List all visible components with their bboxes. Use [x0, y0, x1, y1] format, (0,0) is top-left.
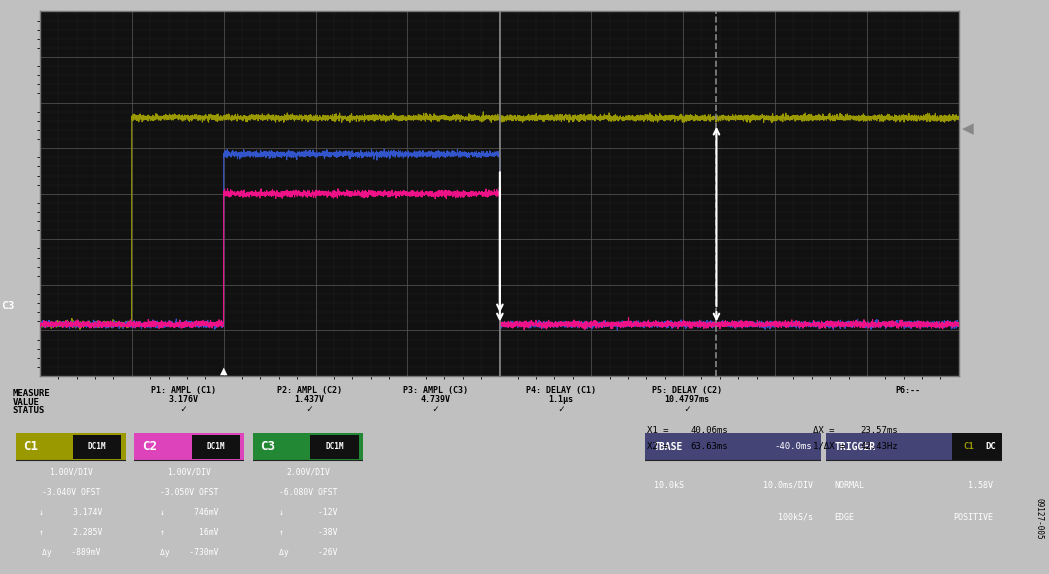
Text: ΔX =: ΔX = [813, 426, 834, 435]
Text: MEASURE: MEASURE [13, 389, 50, 398]
FancyBboxPatch shape [645, 433, 821, 460]
Text: C2: C2 [142, 440, 157, 453]
Text: 2.00V/DIV: 2.00V/DIV [286, 468, 329, 476]
Text: P1: AMPL (C1): P1: AMPL (C1) [151, 386, 216, 395]
FancyBboxPatch shape [952, 433, 1002, 460]
Text: 1.1μs: 1.1μs [549, 395, 574, 404]
Text: -40.0ms: -40.0ms [775, 443, 813, 451]
FancyBboxPatch shape [16, 433, 126, 460]
Text: NORMAL: NORMAL [834, 480, 864, 490]
Text: 4.739V: 4.739V [421, 395, 450, 404]
Text: DC: DC [985, 443, 996, 451]
Text: 40.06ms: 40.06ms [690, 426, 728, 435]
Text: ↑       -38V: ↑ -38V [279, 528, 337, 537]
Text: DC1M: DC1M [207, 443, 226, 451]
Text: ↓       -12V: ↓ -12V [279, 507, 337, 517]
Text: Δy    -889mV: Δy -889mV [42, 548, 100, 557]
FancyBboxPatch shape [73, 435, 122, 459]
Text: ✓: ✓ [180, 404, 187, 414]
Text: 10.0ms/DIV: 10.0ms/DIV [763, 480, 813, 490]
Text: 1.437V: 1.437V [295, 395, 324, 404]
Text: ↑      2.285V: ↑ 2.285V [39, 528, 103, 537]
Text: TBASE: TBASE [654, 442, 683, 452]
Text: 10.0kS: 10.0kS [654, 480, 684, 490]
Text: ↑       16mV: ↑ 16mV [160, 528, 218, 537]
FancyBboxPatch shape [311, 435, 359, 459]
Text: -6.080V OFST: -6.080V OFST [279, 488, 337, 497]
Text: 09127-005: 09127-005 [1034, 498, 1043, 540]
Text: 23.57ms: 23.57ms [860, 426, 898, 435]
Text: DC1M: DC1M [88, 443, 107, 451]
Text: VALUE: VALUE [13, 398, 40, 406]
Text: C1: C1 [964, 443, 975, 451]
Text: ▲: ▲ [220, 366, 228, 376]
Text: 1.58V: 1.58V [968, 480, 993, 490]
Text: ✓: ✓ [558, 404, 564, 414]
Text: ↓      3.174V: ↓ 3.174V [39, 507, 103, 517]
Text: 3.176V: 3.176V [169, 395, 198, 404]
Text: X2 =: X2 = [647, 442, 668, 451]
FancyBboxPatch shape [134, 433, 244, 460]
Text: X1 =: X1 = [647, 426, 668, 435]
Text: P2: AMPL (C2): P2: AMPL (C2) [277, 386, 342, 395]
Text: ↓      746mV: ↓ 746mV [160, 507, 218, 517]
Text: 1/ΔX =: 1/ΔX = [813, 442, 845, 451]
Text: Δy      -26V: Δy -26V [279, 548, 337, 557]
Text: P4: DELAY (C1): P4: DELAY (C1) [527, 386, 596, 395]
Text: ✓: ✓ [432, 404, 438, 414]
Text: 1.00V/DIV: 1.00V/DIV [168, 468, 211, 476]
Text: P6:--: P6:-- [895, 386, 920, 395]
Text: ◀: ◀ [962, 121, 973, 136]
Text: 63.63ms: 63.63ms [690, 442, 728, 451]
Text: ✓: ✓ [684, 404, 690, 414]
Text: EDGE: EDGE [834, 513, 854, 522]
Text: P3: AMPL (C3): P3: AMPL (C3) [403, 386, 468, 395]
Text: C1: C1 [23, 440, 39, 453]
Text: DC1M: DC1M [325, 443, 344, 451]
Text: 100kS/s: 100kS/s [777, 513, 813, 522]
FancyBboxPatch shape [192, 435, 240, 459]
Text: POSITIVE: POSITIVE [952, 513, 993, 522]
FancyBboxPatch shape [253, 433, 363, 460]
Text: -3.040V OFST: -3.040V OFST [42, 488, 100, 497]
Text: TRIGGER: TRIGGER [834, 442, 876, 452]
Text: Δy    -730mV: Δy -730mV [160, 548, 218, 557]
Text: 1.00V/DIV: 1.00V/DIV [49, 468, 92, 476]
Text: P5: DELAY (C2): P5: DELAY (C2) [652, 386, 722, 395]
Text: 42.43Hz: 42.43Hz [860, 442, 898, 451]
Text: ✓: ✓ [306, 404, 313, 414]
Text: -3.050V OFST: -3.050V OFST [160, 488, 218, 497]
Text: C3: C3 [1, 301, 14, 311]
Text: 10.4797ms: 10.4797ms [665, 395, 709, 404]
FancyBboxPatch shape [826, 433, 952, 460]
Text: C3: C3 [260, 440, 276, 453]
Text: STATUS: STATUS [13, 406, 45, 415]
